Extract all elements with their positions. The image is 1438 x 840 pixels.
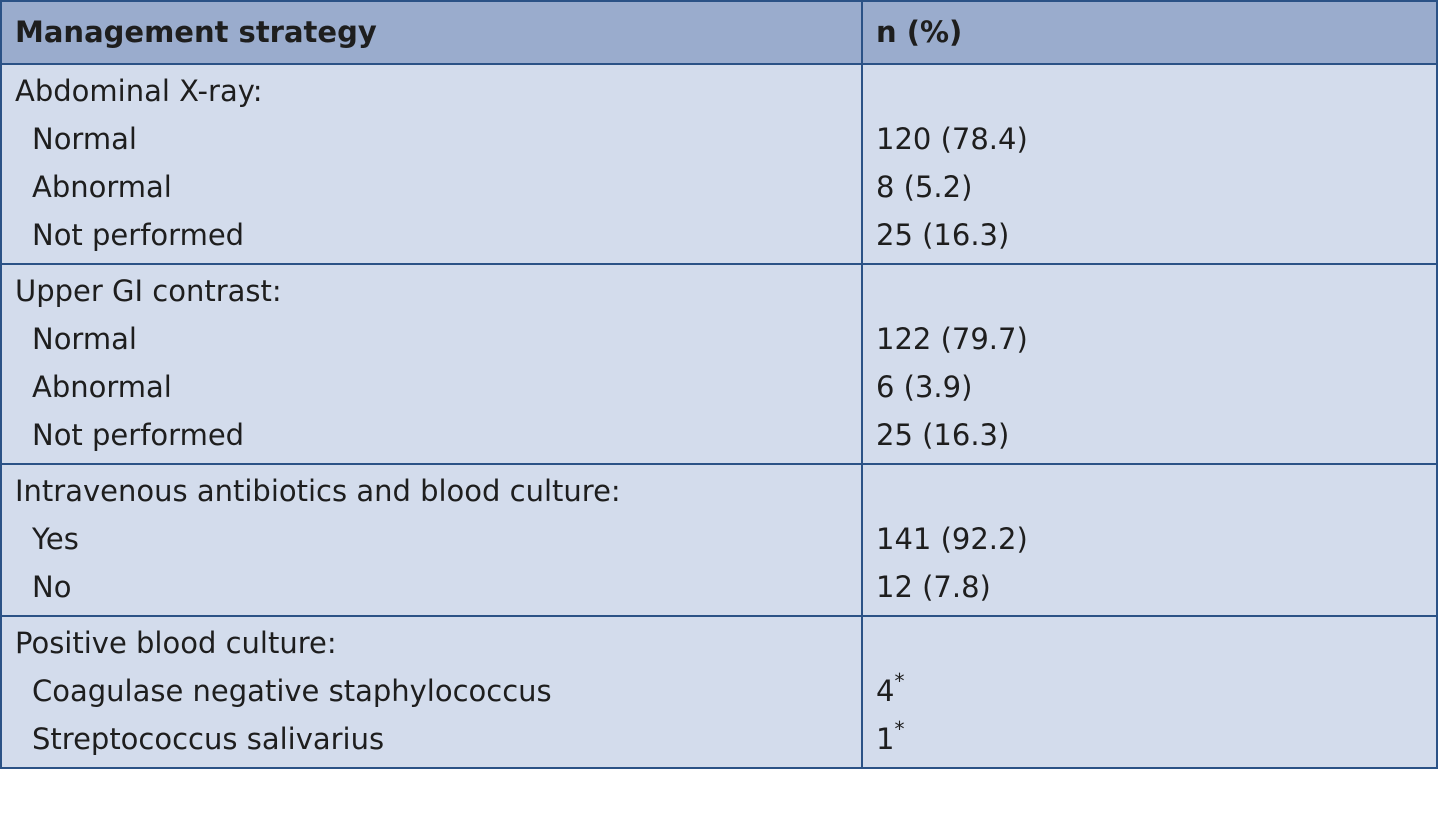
row-label: Yes — [32, 522, 79, 556]
row-value: 8 (5.2) — [876, 170, 973, 204]
row-value: 1* — [876, 715, 1436, 763]
group-cell: Upper GI contrast: Normal Abnormal Not p… — [0, 263, 863, 465]
table-row-positive-blood-culture: Positive blood culture: Coagulase negati… — [0, 615, 1438, 769]
row-value: 4* — [876, 667, 1436, 715]
value-cell: 4* 1* — [861, 615, 1438, 769]
header-management-strategy: Management strategy — [0, 0, 863, 65]
row-label: Normal — [32, 322, 137, 356]
row-label: Not performed — [32, 218, 245, 252]
group-cell: Abdominal X-ray: Normal Abnormal Not per… — [0, 63, 863, 265]
row-value: 122 (79.7) — [876, 322, 1028, 356]
row-label: Abnormal — [32, 370, 172, 404]
header-n-percent: n (%) — [861, 0, 1438, 65]
header-row: Management strategy n (%) — [0, 0, 1438, 65]
table-row-iv-antibiotics: Intravenous antibiotics and blood cultur… — [0, 463, 1438, 617]
row-value-number: 1 — [876, 722, 895, 756]
row-label: Abnormal — [32, 170, 172, 204]
row-value: 25 (16.3) — [876, 418, 1010, 452]
row-label: No — [32, 570, 72, 604]
value-cell: 120 (78.4) 8 (5.2) 25 (16.3) — [861, 63, 1438, 265]
value-cell: 141 (92.2) 12 (7.8) — [861, 463, 1438, 617]
group-cell: Positive blood culture: Coagulase negati… — [0, 615, 863, 769]
row-label: Not performed — [32, 418, 245, 452]
group-label: Upper GI contrast: — [15, 274, 282, 308]
row-value: 25 (16.3) — [876, 218, 1010, 252]
row-value: 120 (78.4) — [876, 122, 1028, 156]
value-cell: 122 (79.7) 6 (3.9) 25 (16.3) — [861, 263, 1438, 465]
table-row-abdominal-xray: Abdominal X-ray: Normal Abnormal Not per… — [0, 63, 1438, 265]
group-cell: Intravenous antibiotics and blood cultur… — [0, 463, 863, 617]
row-value: 6 (3.9) — [876, 370, 973, 404]
row-value-number: 4 — [876, 674, 895, 708]
group-label: Positive blood culture: — [15, 626, 337, 660]
footnote-mark: * — [894, 717, 905, 741]
group-label: Abdominal X-ray: — [15, 74, 263, 108]
row-label: Coagulase negative staphylococcus — [32, 674, 552, 708]
table-row-upper-gi-contrast: Upper GI contrast: Normal Abnormal Not p… — [0, 263, 1438, 465]
row-value: 12 (7.8) — [876, 570, 991, 604]
row-value: 141 (92.2) — [876, 522, 1028, 556]
footnote-mark: * — [894, 669, 905, 693]
group-label: Intravenous antibiotics and blood cultur… — [15, 474, 621, 508]
management-strategy-table: Management strategy n (%) Abdominal X-ra… — [0, 0, 1438, 769]
row-label: Streptococcus salivarius — [32, 722, 385, 756]
row-label: Normal — [32, 122, 137, 156]
